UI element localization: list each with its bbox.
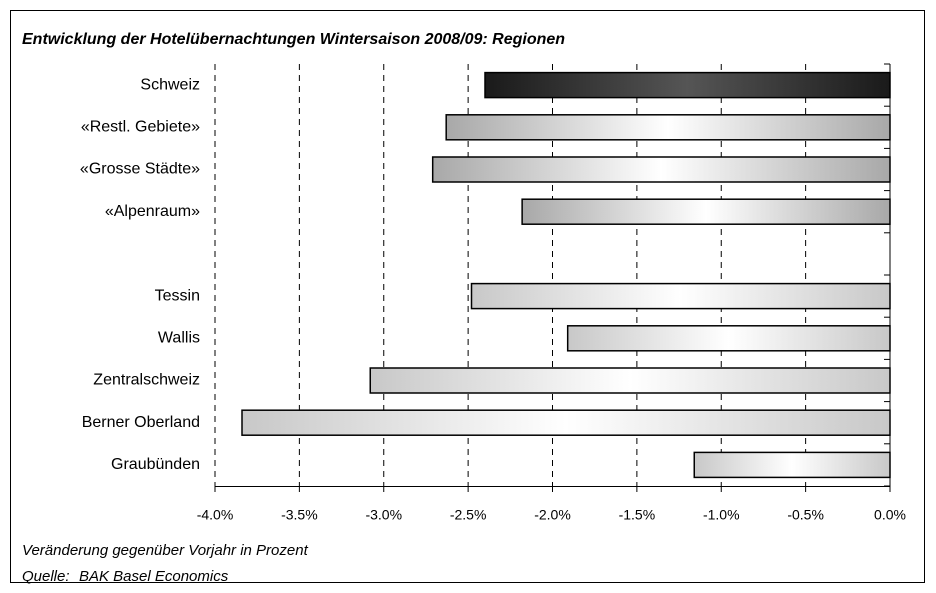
bar — [693, 451, 891, 479]
x-tick-label: -2.0% — [534, 507, 571, 523]
bar — [521, 198, 891, 225]
y-tick-label: Zentralschweiz — [93, 372, 200, 389]
bar — [431, 156, 891, 183]
chart-title: Entwicklung der Hotelübernachtungen Wint… — [22, 31, 565, 48]
x-tick-label: -2.5% — [450, 507, 487, 523]
y-tick-label: Wallis — [158, 330, 200, 347]
bar — [484, 71, 891, 99]
bar — [369, 367, 891, 394]
y-tick-label: Graubünden — [111, 456, 200, 473]
y-tick-label: Tessin — [155, 287, 200, 304]
bar — [445, 114, 891, 141]
source: BAK Basel Economics — [79, 568, 229, 585]
y-tick-label: Schweiz — [140, 76, 200, 93]
x-tick-label: -1.0% — [703, 507, 740, 523]
source-label: Quelle: — [22, 568, 70, 585]
bar — [241, 409, 891, 436]
x-tick-label: -4.0% — [197, 507, 234, 523]
x-tick-label: -3.0% — [365, 507, 402, 523]
y-tick-label: «Alpenraum» — [105, 203, 200, 220]
bar — [566, 325, 891, 352]
x-tick-label: -3.5% — [281, 507, 318, 523]
y-tick-label: «Grosse Städte» — [80, 161, 200, 178]
bar — [470, 282, 891, 310]
x-tick-label: -1.5% — [619, 507, 656, 523]
y-tick-label: Berner Oberland — [82, 414, 200, 431]
x-tick-label: -0.5% — [787, 507, 824, 523]
x-tick-label: 0.0% — [874, 507, 906, 523]
y-tick-label: «Restl. Gebiete» — [81, 119, 200, 136]
x-axis-label: Veränderung gegenüber Vorjahr in Prozent — [22, 542, 309, 559]
